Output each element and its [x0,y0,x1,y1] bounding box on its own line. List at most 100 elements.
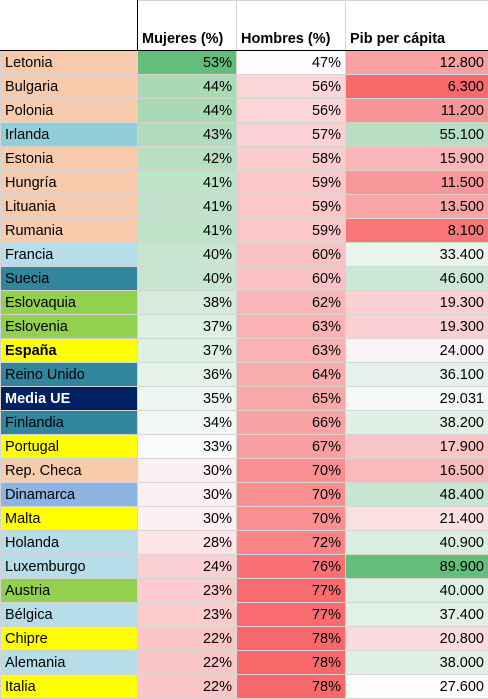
cell-pib[interactable]: 17.900 [346,435,488,459]
cell-country[interactable]: Luxemburgo [1,555,138,579]
cell-pib[interactable]: 36.100 [346,363,488,387]
cell-hombres[interactable]: 63% [237,339,346,363]
cell-country[interactable]: Estonia [1,147,138,171]
cell-mujeres[interactable]: 28% [138,531,237,555]
cell-hombres[interactable]: 64% [237,363,346,387]
cell-hombres[interactable]: 58% [237,147,346,171]
cell-hombres[interactable]: 70% [237,459,346,483]
cell-pib[interactable]: 38.200 [346,411,488,435]
cell-pib[interactable]: 40.000 [346,579,488,603]
cell-mujeres[interactable]: 34% [138,411,237,435]
cell-hombres[interactable]: 66% [237,411,346,435]
cell-pib[interactable]: 11.500 [346,171,488,195]
cell-mujeres[interactable]: 43% [138,123,237,147]
cell-pib[interactable]: 40.900 [346,531,488,555]
header-hombres[interactable]: Hombres (%) [237,1,346,51]
cell-mujeres[interactable]: 44% [138,99,237,123]
cell-mujeres[interactable]: 30% [138,507,237,531]
cell-pib[interactable]: 24.000 [346,339,488,363]
cell-pib[interactable]: 37.400 [346,603,488,627]
cell-country[interactable]: Reino Unido [1,363,138,387]
cell-mujeres[interactable]: 36% [138,363,237,387]
cell-hombres[interactable]: 59% [237,195,346,219]
cell-country[interactable]: Letonia [1,51,138,75]
cell-hombres[interactable]: 70% [237,483,346,507]
cell-country[interactable]: Chipre [1,627,138,651]
cell-hombres[interactable]: 70% [237,507,346,531]
cell-pib[interactable]: 19.300 [346,315,488,339]
cell-country[interactable]: Media UE [1,387,138,411]
cell-hombres[interactable]: 72% [237,531,346,555]
cell-mujeres[interactable]: 41% [138,195,237,219]
cell-hombres[interactable]: 56% [237,99,346,123]
cell-country[interactable]: Bulgaria [1,75,138,99]
cell-hombres[interactable]: 78% [237,627,346,651]
cell-mujeres[interactable]: 30% [138,459,237,483]
cell-hombres[interactable]: 60% [237,267,346,291]
cell-pib[interactable]: 38.000 [346,651,488,675]
cell-mujeres[interactable]: 33% [138,435,237,459]
cell-pib[interactable]: 13.500 [346,195,488,219]
cell-country[interactable]: Hungría [1,171,138,195]
cell-pib[interactable]: 16.500 [346,459,488,483]
cell-pib[interactable]: 55.100 [346,123,488,147]
cell-pib[interactable]: 15.900 [346,147,488,171]
cell-pib[interactable]: 6.300 [346,75,488,99]
cell-country[interactable]: Eslovenia [1,315,138,339]
header-mujeres[interactable]: Mujeres (%) [138,1,237,51]
cell-pib[interactable]: 19.300 [346,291,488,315]
cell-country[interactable]: Suecia [1,267,138,291]
cell-country[interactable]: Polonia [1,99,138,123]
cell-country[interactable]: Lituania [1,195,138,219]
cell-country[interactable]: Alemania [1,651,138,675]
cell-mujeres[interactable]: 23% [138,603,237,627]
cell-hombres[interactable]: 67% [237,435,346,459]
cell-country[interactable]: Finlandia [1,411,138,435]
cell-mujeres[interactable]: 42% [138,147,237,171]
cell-hombres[interactable]: 56% [237,75,346,99]
cell-pib[interactable]: 46.600 [346,267,488,291]
cell-country[interactable]: Malta [1,507,138,531]
cell-mujeres[interactable]: 41% [138,219,237,243]
cell-country[interactable]: Dinamarca [1,483,138,507]
cell-pib[interactable]: 21.400 [346,507,488,531]
cell-mujeres[interactable]: 40% [138,267,237,291]
cell-pib[interactable]: 12.800 [346,51,488,75]
cell-mujeres[interactable]: 23% [138,579,237,603]
cell-mujeres[interactable]: 37% [138,339,237,363]
cell-pib[interactable]: 29.031 [346,387,488,411]
cell-hombres[interactable]: 60% [237,243,346,267]
cell-mujeres[interactable]: 22% [138,675,237,699]
cell-mujeres[interactable]: 40% [138,243,237,267]
cell-mujeres[interactable]: 37% [138,315,237,339]
cell-country[interactable]: España [1,339,138,363]
cell-mujeres[interactable]: 53% [138,51,237,75]
cell-country[interactable]: Irlanda [1,123,138,147]
cell-mujeres[interactable]: 24% [138,555,237,579]
cell-hombres[interactable]: 77% [237,603,346,627]
cell-hombres[interactable]: 78% [237,651,346,675]
cell-mujeres[interactable]: 38% [138,291,237,315]
cell-country[interactable]: Rumania [1,219,138,243]
cell-country[interactable]: Holanda [1,531,138,555]
cell-country[interactable]: Francia [1,243,138,267]
cell-mujeres[interactable]: 22% [138,651,237,675]
cell-hombres[interactable]: 65% [237,387,346,411]
cell-pib[interactable]: 8.100 [346,219,488,243]
cell-country[interactable]: Italia [1,675,138,699]
cell-pib[interactable]: 33.400 [346,243,488,267]
cell-mujeres[interactable]: 30% [138,483,237,507]
cell-country[interactable]: Austria [1,579,138,603]
cell-hombres[interactable]: 76% [237,555,346,579]
cell-pib[interactable]: 11.200 [346,99,488,123]
cell-country[interactable]: Bélgica [1,603,138,627]
cell-pib[interactable]: 20.800 [346,627,488,651]
cell-mujeres[interactable]: 35% [138,387,237,411]
cell-country[interactable]: Eslovaquia [1,291,138,315]
cell-hombres[interactable]: 59% [237,219,346,243]
cell-country[interactable]: Rep. Checa [1,459,138,483]
cell-pib[interactable]: 27.600 [346,675,488,699]
cell-hombres[interactable]: 57% [237,123,346,147]
cell-hombres[interactable]: 59% [237,171,346,195]
cell-hombres[interactable]: 62% [237,291,346,315]
